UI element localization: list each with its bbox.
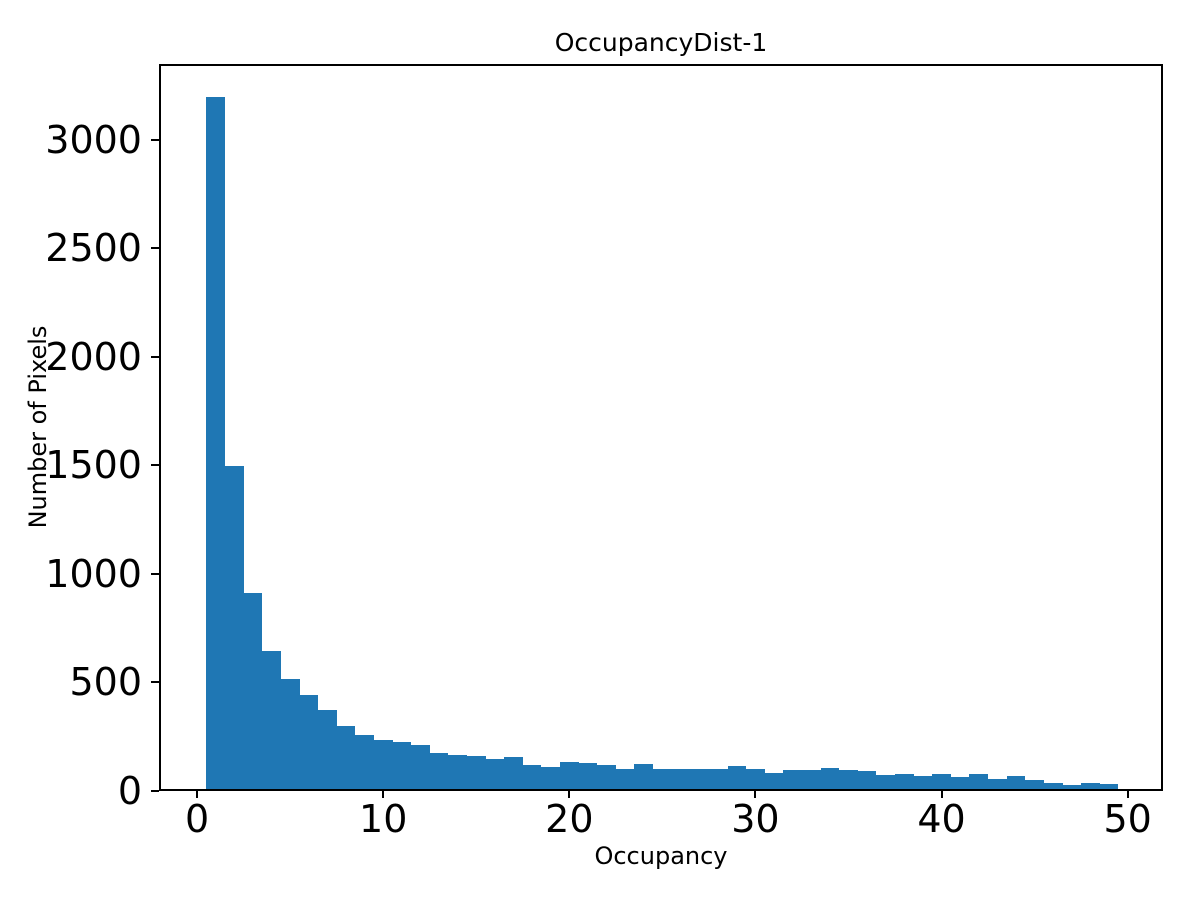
- histogram-bar: [578, 762, 598, 789]
- x-tick-mark: [382, 791, 385, 798]
- chart-title: OccupancyDist-1: [554, 28, 768, 57]
- histogram-bar: [1081, 782, 1100, 789]
- x-tick-label: 50: [1103, 797, 1152, 841]
- histogram-bar: [913, 775, 933, 789]
- y-tick-label: 500: [69, 660, 142, 705]
- histogram-bar: [653, 769, 672, 789]
- y-tick-label: 2000: [45, 334, 142, 379]
- x-tick-mark: [1126, 791, 1129, 798]
- x-tick-mark: [568, 791, 571, 798]
- y-tick-mark: [151, 790, 159, 792]
- histogram-bar: [597, 764, 616, 789]
- histogram-bar: [392, 742, 412, 789]
- x-tick-mark: [196, 791, 199, 798]
- histogram-bar: [466, 756, 486, 789]
- histogram-bar: [783, 770, 802, 789]
- y-tick-label: 0: [117, 769, 142, 813]
- y-tick-mark: [151, 138, 159, 141]
- histogram-bar: [932, 774, 951, 789]
- histogram-bar: [429, 752, 449, 789]
- histogram-bar: [615, 768, 635, 789]
- y-tick-label: 2500: [45, 226, 142, 271]
- histogram-bar: [243, 592, 263, 789]
- histogram-bar: [522, 765, 542, 789]
- histogram-bar: [1025, 779, 1044, 789]
- x-tick-mark: [754, 791, 757, 798]
- y-tick-mark: [151, 572, 159, 575]
- histogram-bar: [969, 774, 989, 789]
- histogram-bar: [950, 777, 970, 789]
- histogram-bar: [690, 768, 709, 789]
- histogram-bar: [988, 779, 1007, 789]
- y-tick-label: 1000: [45, 551, 142, 596]
- histogram-bar: [727, 766, 747, 789]
- histogram-bar: [373, 740, 393, 789]
- histogram-bar: [336, 726, 356, 789]
- histogram-bar: [299, 694, 319, 789]
- histogram-bar: [801, 770, 821, 789]
- x-tick-label: 20: [545, 797, 594, 841]
- y-tick-mark: [151, 681, 159, 684]
- histogram-bar: [355, 734, 374, 789]
- histogram-bar: [318, 709, 337, 789]
- histogram-bar: [504, 756, 523, 789]
- histogram-bar: [411, 744, 430, 789]
- histogram-bar: [485, 758, 505, 789]
- plot-area: [159, 64, 1163, 791]
- histogram-bar: [1062, 784, 1082, 789]
- y-tick-mark: [151, 355, 159, 358]
- histogram-bar: [448, 754, 467, 789]
- histogram-bar: [634, 763, 654, 789]
- histogram-bar: [876, 774, 896, 789]
- x-tick-mark: [940, 791, 943, 798]
- histogram-bar: [206, 96, 226, 789]
- histogram-bar: [671, 768, 691, 789]
- histogram-bar: [820, 768, 840, 789]
- x-tick-label: 0: [185, 797, 210, 841]
- y-axis-label: Number of Pixels: [24, 325, 52, 529]
- histogram-bar: [541, 766, 561, 789]
- histogram-bar: [1006, 776, 1026, 789]
- histogram-bar: [895, 774, 914, 789]
- x-tick-label: 10: [359, 797, 408, 841]
- y-tick-mark: [151, 464, 159, 467]
- histogram-bar: [857, 771, 877, 789]
- x-tick-label: 30: [731, 797, 780, 841]
- y-tick-label: 3000: [45, 117, 142, 162]
- histogram-bar: [280, 679, 300, 789]
- histogram-bar: [1099, 784, 1119, 789]
- histogram-bar: [708, 769, 728, 789]
- histogram-bar: [764, 772, 784, 789]
- x-axis-label: Occupancy: [594, 842, 728, 870]
- histogram-bar: [1043, 782, 1063, 789]
- histogram-bar: [560, 761, 579, 789]
- histogram-bar: [746, 769, 765, 789]
- x-tick-label: 40: [917, 797, 966, 841]
- y-tick-label: 1500: [45, 443, 142, 488]
- histogram-bar: [225, 465, 244, 789]
- y-tick-mark: [151, 247, 159, 250]
- histogram-bar: [839, 769, 858, 789]
- histogram-bar: [262, 651, 281, 789]
